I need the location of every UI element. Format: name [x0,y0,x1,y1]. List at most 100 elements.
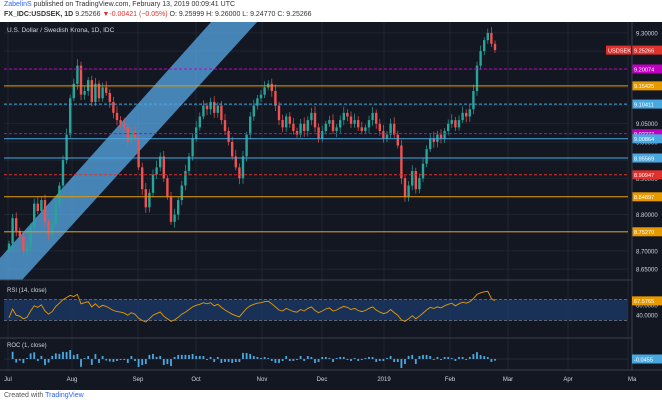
candle-body [187,156,191,171]
level-tag [632,64,662,74]
level-label: 8.90947 [634,173,654,179]
candle-body [15,218,18,231]
roc-bar [152,353,154,359]
roc-bar [188,354,190,359]
roc-bar [350,359,352,361]
candle-body [101,87,104,99]
roc-bar [209,357,212,359]
candle-body [155,167,158,175]
y-tick-label: 9.05000 [636,122,658,128]
level-tag [632,129,662,139]
level-tag [632,227,662,237]
candle-body [371,112,374,121]
roc-bar [447,357,450,359]
candle-body [317,127,320,139]
roc-bar [72,355,75,359]
roc-bar [177,354,180,359]
roc-bar [206,359,208,360]
roc-bar [292,359,295,361]
candle-body [313,112,317,128]
roc-value-label: -0.0455 [634,357,653,363]
candle-body [367,120,371,128]
roc-bar [310,357,313,359]
symbol-line: FX_IDC:USDSEK, 1D 9.25266 ▼-0.00421 (−0.… [4,11,312,18]
tradingview-brand[interactable]: TradingView [45,392,84,399]
candle-body [342,112,345,121]
rsi-tick-label: 60.0000 [636,303,658,309]
roc-bar [378,359,381,361]
candle-body [76,65,79,84]
candle-body [223,120,227,132]
roc-bar [278,359,280,363]
roc-bar [461,357,464,359]
symbol-label: FX_IDC:USDSEK, 1D [4,11,74,18]
candle-body [421,163,425,179]
roc-bar [22,359,25,364]
roc-bar [162,359,165,366]
roc-bar [389,356,392,359]
x-tick-label: Jul [4,377,12,383]
roc-bar [83,358,86,359]
candle-body [126,127,129,142]
candle-body [292,123,295,132]
roc-bar [486,357,489,359]
last-value: 9.25266 [75,11,101,18]
candle-body [378,123,381,132]
roc-bar [65,351,68,359]
candle-body [43,200,47,222]
candle-body [220,105,223,121]
roc-bar [195,356,198,359]
candle-body [40,200,43,211]
roc-bar [396,359,399,362]
roc-bar [332,359,334,362]
candle-body [382,131,385,139]
candle-body [205,105,209,110]
author-link[interactable]: ZabelinS [4,1,32,8]
candle-body [94,83,97,102]
roc-bar [47,359,50,363]
roc-bar [368,357,370,359]
candle-body [346,112,349,117]
roc-bar [260,358,262,359]
candle-body [414,170,417,190]
roc-bar [98,359,100,363]
candle-body [400,145,403,179]
roc-bar [494,359,496,361]
roc-bar [69,350,72,359]
roc-bar [36,359,39,362]
roc-bar [40,355,43,359]
roc-bar [166,359,169,365]
candle-body [274,91,277,106]
chart-title: U.S. Dollar / Swedish Krona, 1D, IDC [7,27,115,34]
trend-channel-band [0,22,258,280]
roc-bar [321,357,324,359]
roc-bar [231,359,234,363]
candle-body [475,65,479,92]
roc-bar [18,359,21,361]
candle-body [479,51,482,66]
candle-body [198,116,201,128]
roc-bar [339,357,342,359]
candle-body [285,116,288,128]
candle-body [385,134,389,139]
price-chart[interactable]: 9.300009.250009.200009.150009.100009.050… [0,22,662,404]
candle-body [418,178,421,190]
level-tag [632,134,662,144]
x-tick-label: Aug [67,377,78,383]
roc-bar [440,359,442,360]
roc-bar [170,359,172,367]
rsi-value-label: 67.5765 [634,299,654,305]
roc-bar [472,354,475,359]
roc-bar [76,354,79,359]
candle-body [227,131,230,142]
candle-body [234,156,237,168]
candle-body [256,98,259,106]
candle-body [137,138,140,168]
candle-body [83,91,86,95]
x-tick-label: Oct [191,377,201,383]
rsi-value-tag [632,296,662,306]
roc-bar [375,359,378,362]
level-label: 9.15425 [634,84,654,90]
roc-bar [242,352,244,359]
roc-bar [90,359,93,365]
